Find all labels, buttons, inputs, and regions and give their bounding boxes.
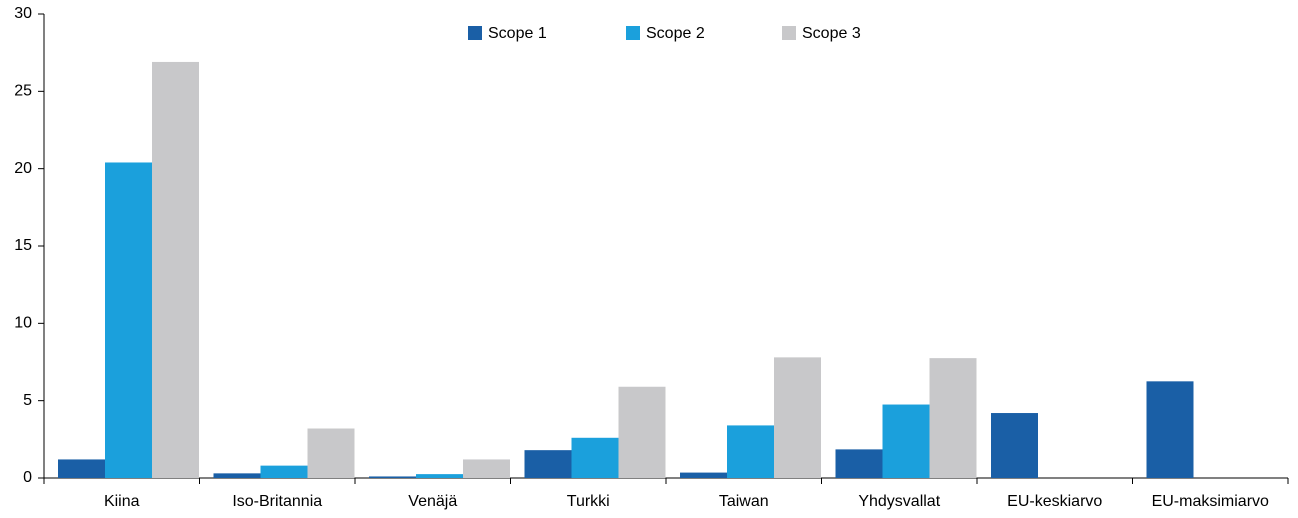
bar	[152, 61, 199, 479]
x-tick-label: Venäjä	[408, 493, 457, 510]
legend-label: Scope 3	[802, 25, 861, 42]
bar	[571, 437, 619, 478]
bar	[307, 428, 355, 478]
bar	[416, 474, 463, 478]
x-tick-label: EU-maksimiarvo	[1152, 493, 1269, 510]
x-tick-label: Taiwan	[719, 493, 769, 510]
bar	[929, 358, 977, 478]
y-tick-label: 20	[14, 160, 32, 177]
bar	[680, 472, 727, 478]
bar	[369, 476, 416, 478]
x-tick-label: EU-keskiarvo	[1007, 493, 1102, 510]
bar	[835, 449, 883, 478]
y-tick-label: 0	[23, 469, 32, 486]
legend-label: Scope 1	[488, 25, 547, 42]
bar	[105, 162, 152, 479]
bar	[260, 465, 308, 478]
bar	[1146, 381, 1194, 478]
bar	[524, 450, 572, 478]
bar	[991, 413, 1038, 478]
legend-swatch	[626, 26, 640, 40]
y-tick-label: 10	[14, 315, 32, 332]
y-tick-label: 5	[23, 392, 32, 409]
y-tick-label: 25	[14, 83, 32, 100]
legend-swatch	[468, 26, 482, 40]
x-tick-label: Iso-Britannia	[232, 493, 322, 510]
bar	[213, 473, 261, 478]
x-tick-label: Yhdysvallat	[858, 493, 940, 510]
y-tick-label: 15	[14, 237, 32, 254]
bar	[774, 357, 821, 478]
y-tick-label: 30	[14, 5, 32, 22]
x-tick-label: Kiina	[104, 493, 140, 510]
bar	[463, 459, 510, 478]
bar	[882, 404, 930, 478]
legend-swatch	[782, 26, 796, 40]
x-tick-label: Turkki	[567, 493, 610, 510]
legend-label: Scope 2	[646, 25, 705, 42]
bar	[727, 425, 774, 478]
bar	[58, 459, 105, 478]
bar	[618, 386, 666, 478]
